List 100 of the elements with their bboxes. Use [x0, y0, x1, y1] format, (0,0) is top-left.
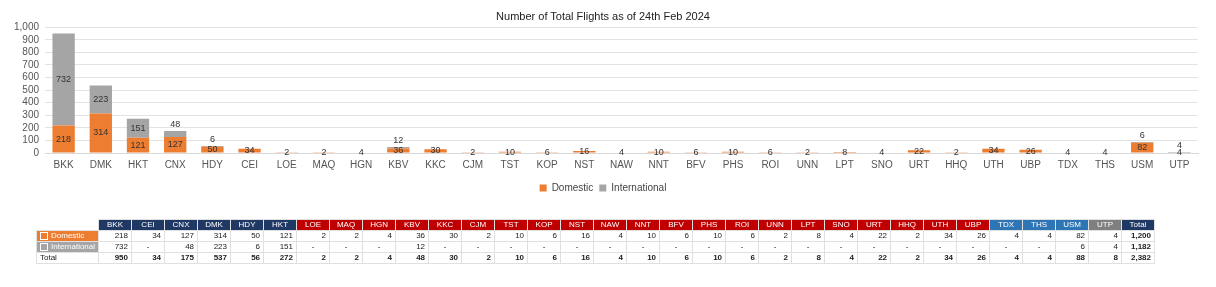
- data-label: 8: [1088, 252, 1122, 264]
- data-label: 12: [395, 241, 429, 253]
- data-label: 4: [593, 230, 627, 242]
- data-label: -: [758, 241, 792, 253]
- data-label: -: [494, 241, 528, 253]
- x-tick-label: NAW: [610, 158, 634, 170]
- category-label: NNT: [626, 219, 660, 231]
- data-label: -: [593, 241, 627, 253]
- data-label: 6: [693, 146, 699, 157]
- legend-label: Domestic: [551, 181, 594, 193]
- data-label: 6: [659, 252, 693, 264]
- y-tick-label: 1,000: [13, 20, 40, 32]
- data-label: 4: [1065, 146, 1071, 157]
- data-label: 4: [619, 146, 625, 157]
- data-label: 175: [164, 252, 198, 264]
- data-label: 127: [167, 139, 183, 150]
- category-label: PHS: [692, 219, 726, 231]
- data-label: 4: [879, 146, 885, 157]
- y-tick-label: 0: [33, 146, 40, 158]
- category-label: KOP: [527, 219, 561, 231]
- data-label: 2: [470, 147, 476, 158]
- data-label: 2,382: [1121, 252, 1155, 264]
- data-label: 4: [362, 230, 396, 242]
- category-label: UBP: [956, 219, 990, 231]
- bar: [907, 150, 931, 153]
- category-label: THS: [1022, 219, 1056, 231]
- x-tick-label: UTH: [983, 158, 1004, 170]
- data-label: 4: [989, 230, 1023, 242]
- x-tick-label: BFV: [686, 158, 706, 170]
- data-label: 4: [824, 252, 858, 264]
- data-label: 8: [791, 252, 825, 264]
- x-tick-label: LPT: [835, 158, 854, 170]
- x-tick-label: USM: [1131, 158, 1154, 170]
- data-label: 6: [527, 230, 561, 242]
- data-label: -: [296, 241, 330, 253]
- data-label: 314: [93, 127, 109, 138]
- x-tick-label: CNX: [164, 158, 187, 170]
- data-label: 2: [890, 252, 924, 264]
- category-label: CEI: [131, 219, 165, 231]
- data-label: 10: [494, 230, 528, 242]
- category-label: Total: [1121, 219, 1155, 231]
- data-label: 22: [857, 230, 891, 242]
- data-label: 34: [131, 230, 165, 242]
- data-label: 50: [230, 230, 264, 242]
- x-tick-label: BKK: [53, 158, 74, 170]
- data-label: 6: [527, 252, 561, 264]
- category-label: DMK: [197, 219, 231, 231]
- y-tick-label: 700: [22, 58, 40, 70]
- category-label: SNO: [824, 219, 858, 231]
- data-label: 950: [98, 252, 132, 264]
- data-label: 121: [130, 139, 146, 150]
- data-label: 2: [329, 230, 363, 242]
- x-tick-label: KOP: [536, 158, 559, 170]
- data-label: 82: [1137, 142, 1148, 153]
- x-tick-label: DMK: [89, 158, 113, 170]
- data-label: 82: [1055, 230, 1089, 242]
- category-label: HDY: [230, 219, 264, 231]
- data-label: -: [428, 241, 462, 253]
- data-label: 223: [197, 241, 231, 253]
- x-tick-label: UBP: [1020, 158, 1042, 170]
- data-label: -: [890, 241, 924, 253]
- category-label: BFV: [659, 219, 693, 231]
- data-label: 48: [395, 252, 429, 264]
- data-label: -: [659, 241, 693, 253]
- data-label: 732: [56, 74, 72, 85]
- data-label: 22: [914, 145, 925, 156]
- category-label: KKC: [428, 219, 462, 231]
- data-label: -: [824, 241, 858, 253]
- data-label: 26: [956, 230, 990, 242]
- category-label: MAQ: [329, 219, 363, 231]
- data-label: 6: [209, 134, 215, 145]
- data-label: -: [857, 241, 891, 253]
- data-label: 10: [728, 146, 739, 157]
- category-label: BKK: [98, 219, 132, 231]
- category-label: USM: [1055, 219, 1089, 231]
- category-label: HGN: [362, 219, 396, 231]
- data-label: 8: [791, 230, 825, 242]
- x-tick-label: KBV: [388, 158, 409, 170]
- data-label: -: [626, 241, 660, 253]
- data-label: 151: [130, 122, 146, 133]
- data-label: 10: [504, 146, 515, 157]
- data-label: 8: [842, 146, 848, 157]
- x-tick-label: SNO: [871, 158, 893, 170]
- category-label: NST: [560, 219, 594, 231]
- data-label: 314: [197, 230, 231, 242]
- data-label: 4: [989, 252, 1023, 264]
- data-label: 218: [56, 133, 72, 144]
- data-label: 10: [692, 252, 726, 264]
- data-label: 30: [428, 230, 462, 242]
- data-label: 4: [1022, 252, 1056, 264]
- data-label: 10: [626, 230, 660, 242]
- data-label: -: [329, 241, 363, 253]
- data-label: -: [791, 241, 825, 253]
- category-label: LOE: [296, 219, 330, 231]
- bar: [52, 125, 75, 153]
- data-label: 2: [321, 147, 327, 158]
- data-label: 2: [284, 147, 290, 158]
- category-label: HHQ: [890, 219, 924, 231]
- data-label: -: [461, 241, 495, 253]
- data-label: 4: [1088, 241, 1122, 253]
